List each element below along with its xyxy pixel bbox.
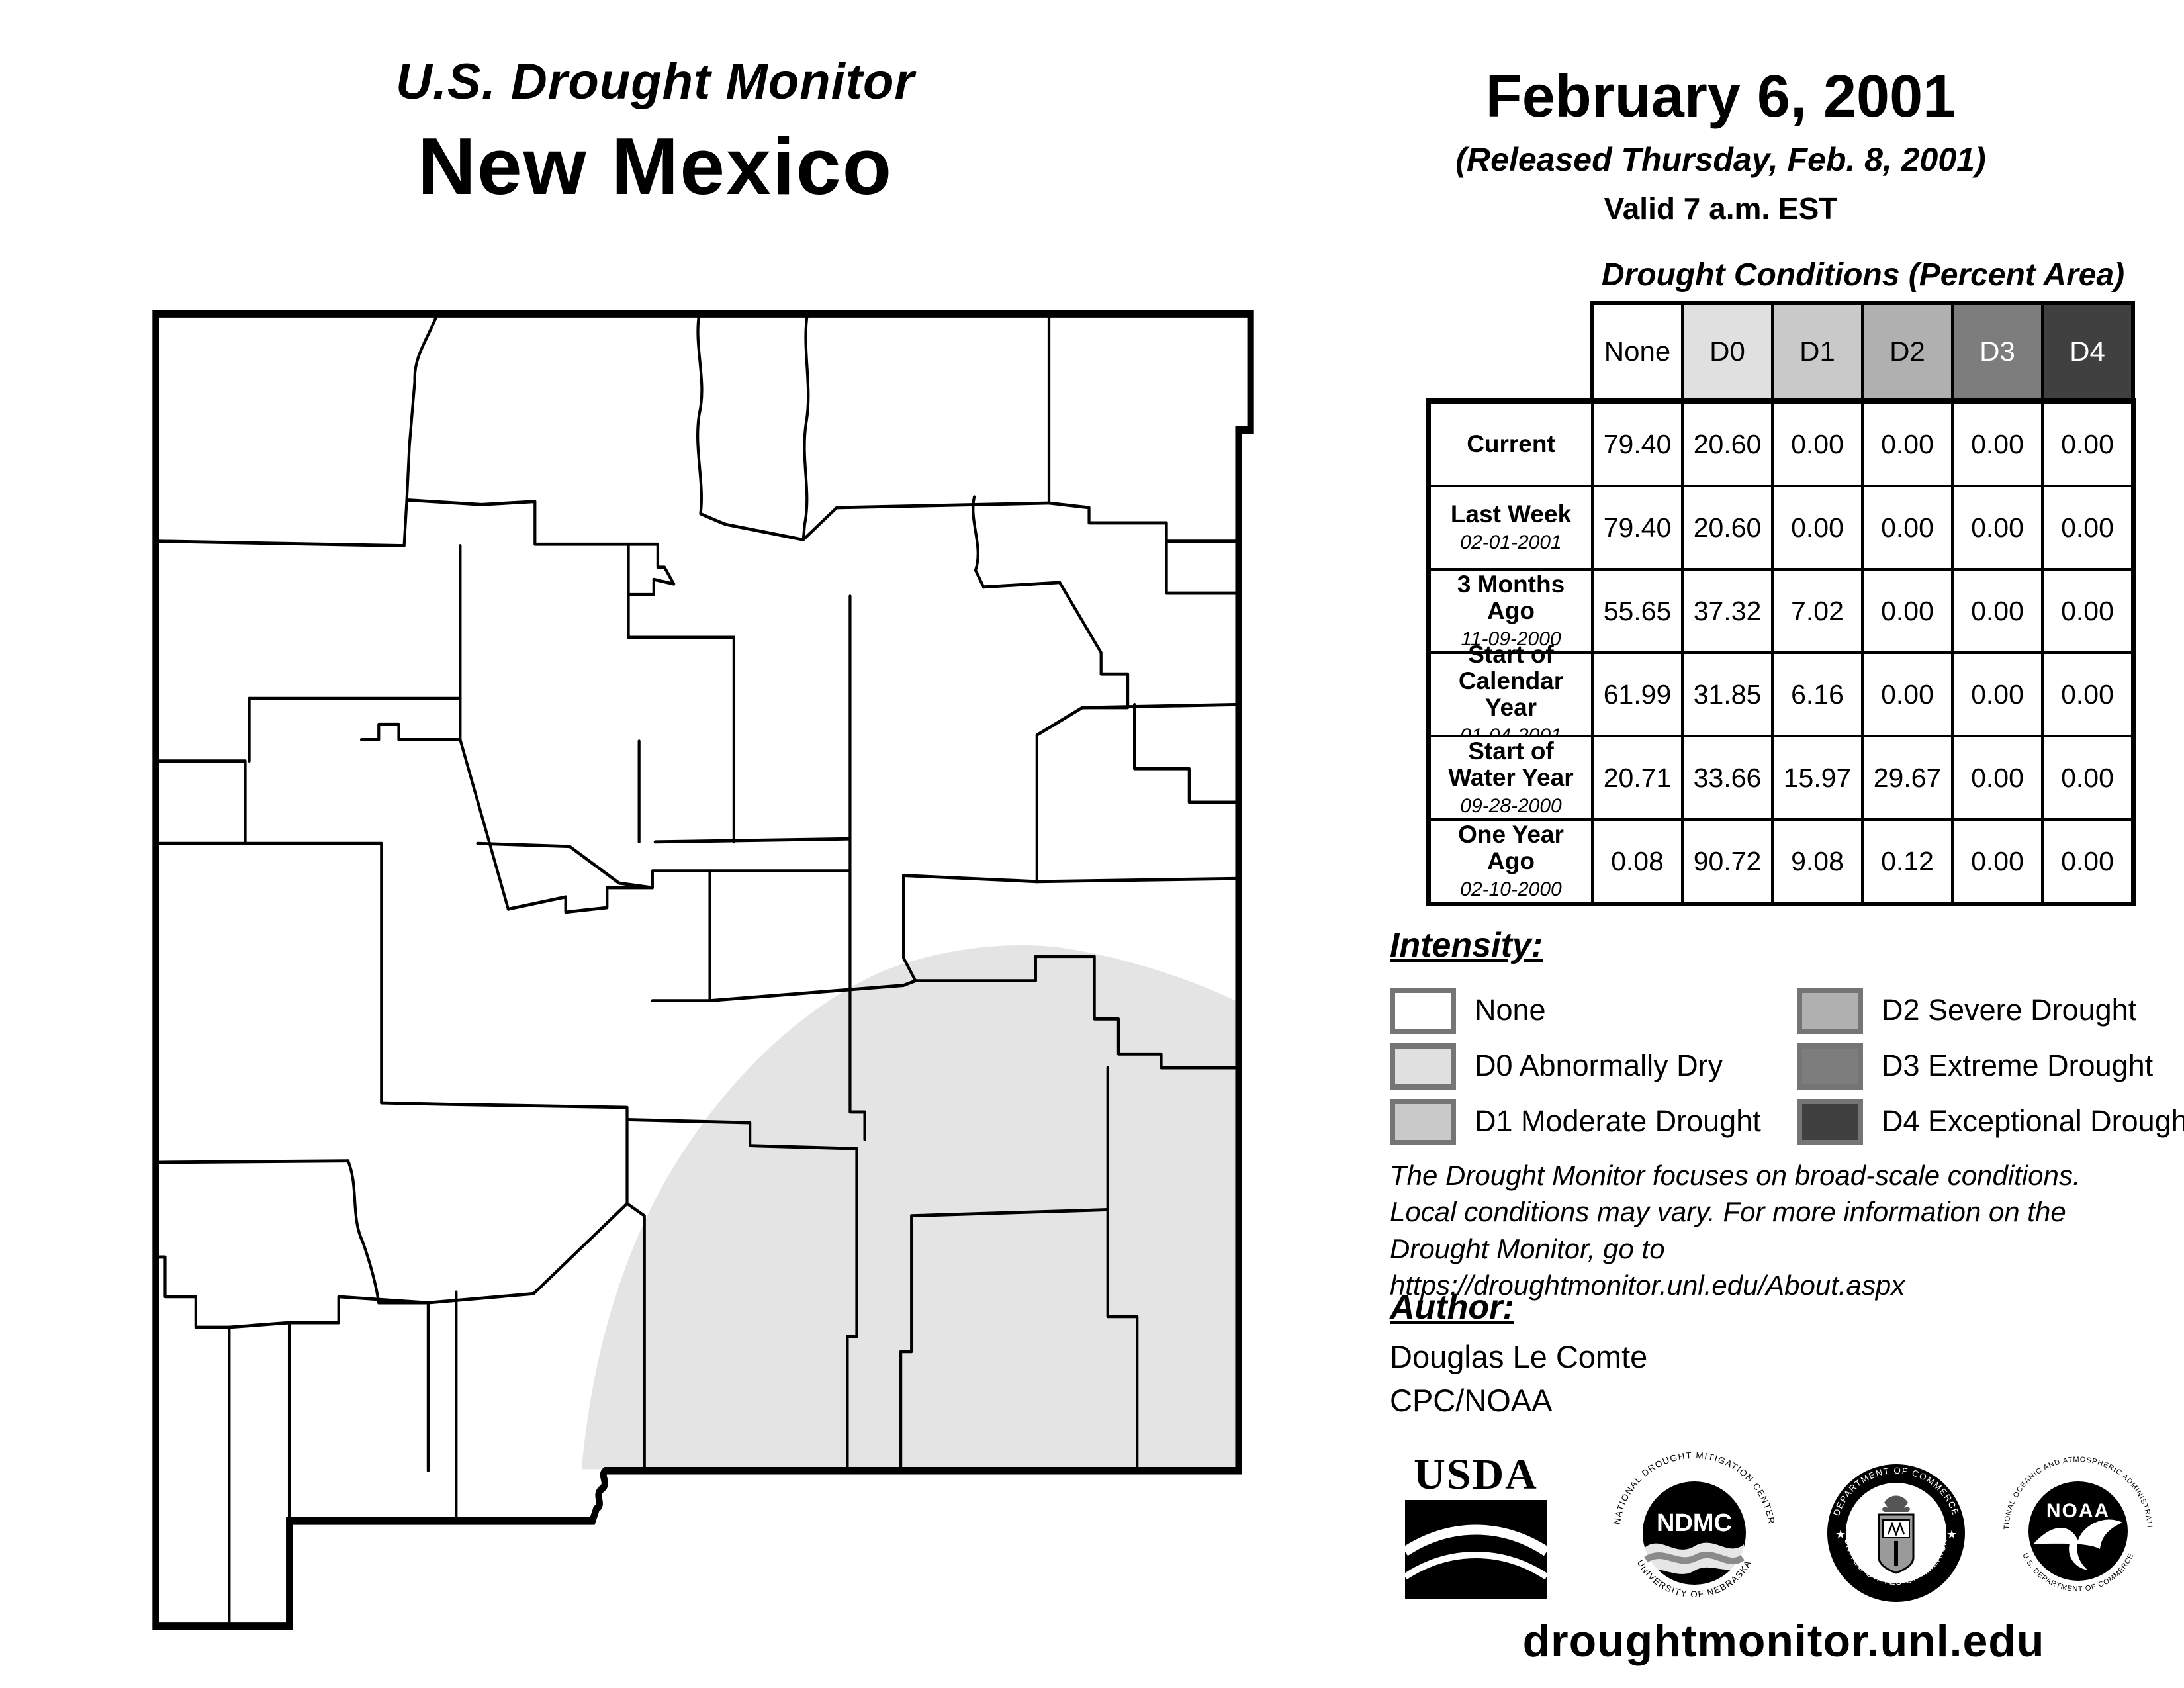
table-cell: 0.00 xyxy=(2044,654,2131,735)
author-name: Douglas Le Comte xyxy=(1390,1339,1648,1374)
row-label: One Year Ago 02-10-2000 xyxy=(1431,821,1591,902)
disclaimer-text: The Drought Monitor focuses on broad-sca… xyxy=(1390,1157,2184,1304)
legend-label: None xyxy=(1475,993,1546,1027)
author-org: CPC/NOAA xyxy=(1390,1383,1553,1418)
table-cell: 33.66 xyxy=(1684,737,1771,818)
ndmc-logo: NATIONAL DROUGHT MITIGATION CENTER UNIVE… xyxy=(1612,1450,1776,1599)
legend-swatch xyxy=(1797,1099,1863,1145)
table-cell: 79.40 xyxy=(1594,487,1681,568)
legend-swatch xyxy=(1797,1043,1863,1090)
table-header-row: None D0 D1 D2 D3 D4 xyxy=(1590,301,2135,398)
disclaimer-line: The Drought Monitor focuses on broad-sca… xyxy=(1390,1160,2081,1191)
table-cell: 0.00 xyxy=(1954,737,2041,818)
table-cell: 0.00 xyxy=(1954,487,2041,568)
table-cell: 20.71 xyxy=(1594,737,1681,818)
state-name: New Mexico xyxy=(417,121,893,211)
table-cell: 0.00 xyxy=(2044,487,2131,568)
table-cell: 61.99 xyxy=(1594,654,1681,735)
legend-swatch xyxy=(1390,1099,1456,1145)
table-cell: 0.00 xyxy=(2044,404,2131,485)
row-label: Current xyxy=(1431,404,1591,485)
table-cell: 0.00 xyxy=(1864,487,1951,568)
table-body: Current 79.40 20.60 0.00 0.00 0.00 0.00 Last We… xyxy=(1426,398,2136,906)
date-block: February 6, 2001 (Released Thursday, Feb… xyxy=(1330,63,2111,226)
legend-label: D4 Exceptional Drought xyxy=(1882,1104,2184,1138)
table-cell: 0.00 xyxy=(1864,654,1951,735)
legend-label: D0 Abnormally Dry xyxy=(1475,1049,1723,1082)
footer-url[interactable]: droughtmonitor.unl.edu xyxy=(1522,1616,2045,1666)
table-cell: 31.85 xyxy=(1684,654,1771,735)
release-date: (Released Thursday, Feb. 8, 2001) xyxy=(1455,141,1986,178)
table-cell: 0.00 xyxy=(1774,404,1861,485)
legend-swatch xyxy=(1390,988,1456,1034)
intensity-heading: Intensity: xyxy=(1390,926,1543,964)
legend-label: D1 Moderate Drought xyxy=(1475,1104,1761,1138)
disclaimer-line: Local conditions may vary. For more info… xyxy=(1390,1196,2066,1228)
new-mexico-map xyxy=(152,310,1254,1630)
table-cell: 0.12 xyxy=(1864,821,1951,902)
table-cell: 20.60 xyxy=(1684,487,1771,568)
column-header-d2: D2 xyxy=(1864,305,1951,398)
state-outline xyxy=(152,310,1254,1630)
table-cell: 6.16 xyxy=(1774,654,1861,735)
column-header-d1: D1 xyxy=(1774,305,1861,398)
svg-text:★: ★ xyxy=(1946,1528,1957,1541)
usda-wordmark: USDA xyxy=(1414,1450,1538,1499)
table-cell: 0.00 xyxy=(1954,821,2041,902)
legend-label: D3 Extreme Drought xyxy=(1882,1049,2154,1082)
column-header-none: None xyxy=(1594,305,1681,398)
disclaimer-line: Drought Monitor, go to https://droughtmo… xyxy=(1390,1233,1905,1301)
table-cell: 79.40 xyxy=(1594,404,1681,485)
d0-drought-region xyxy=(581,945,1239,1470)
table-cell: 0.00 xyxy=(1954,404,2041,485)
legend-label: D2 Severe Drought xyxy=(1882,993,2137,1027)
table-cell: 55.65 xyxy=(1594,571,1681,651)
table-cell: 20.60 xyxy=(1684,404,1771,485)
table-cell: 0.00 xyxy=(1954,571,2041,651)
svg-text:NDMC: NDMC xyxy=(1657,1509,1732,1537)
row-label: Last Week 02-01-2001 xyxy=(1431,487,1591,568)
county-borders xyxy=(154,312,1240,1628)
table-cell: 37.32 xyxy=(1684,571,1771,651)
svg-text:NOAA: NOAA xyxy=(2046,1500,2110,1522)
report-date: February 6, 2001 xyxy=(1485,64,1956,130)
table-cell: 15.97 xyxy=(1774,737,1861,818)
column-header-d0: D0 xyxy=(1684,305,1771,398)
table-cell: 29.67 xyxy=(1864,737,1951,818)
table-cell: 0.00 xyxy=(2044,821,2131,902)
table-cell: 9.08 xyxy=(1774,821,1861,902)
valid-time: Valid 7 a.m. EST xyxy=(1604,191,1838,226)
usda-swoosh-icon xyxy=(1402,1500,1550,1599)
table-cell: 0.00 xyxy=(2044,737,2131,818)
table-cell: 0.00 xyxy=(2044,571,2131,651)
table-cell: 0.00 xyxy=(1864,571,1951,651)
usda-logo: USDA xyxy=(1400,1450,1552,1603)
table-cell: 7.02 xyxy=(1774,571,1861,651)
legend-swatch xyxy=(1390,1043,1456,1090)
table-caption: Drought Conditions (Percent Area) xyxy=(1601,258,2125,293)
row-label: 3 Months Ago 11-09-2000 xyxy=(1431,571,1591,651)
table-cell: 0.00 xyxy=(1774,487,1861,568)
row-label: Start of Calendar Year 01-04-2001 xyxy=(1431,641,1591,747)
table-cell: 0.08 xyxy=(1594,821,1681,902)
column-header-d3: D3 xyxy=(1954,305,2041,398)
author-heading: Author: xyxy=(1390,1288,1514,1327)
legend-swatch xyxy=(1797,988,1863,1034)
row-label: Start of Water Year 09-28-2000 xyxy=(1431,737,1591,818)
column-header-d4: D4 xyxy=(2044,305,2131,398)
noaa-logo: NATIONAL OCEANIC AND ATMOSPHERIC ADMINIS… xyxy=(1995,1444,2153,1593)
svg-text:★: ★ xyxy=(1835,1528,1846,1541)
report-title: U.S. Drought Monitor xyxy=(395,54,915,110)
table-cell: 0.00 xyxy=(1864,404,1951,485)
table-cell: 90.72 xyxy=(1684,821,1771,902)
title-block: U.S. Drought Monitor New Mexico xyxy=(152,53,1158,212)
table-cell: 0.00 xyxy=(1954,654,2041,735)
department-of-commerce-seal: DEPARTMENT OF COMMERCE UNITED STATES OF … xyxy=(1827,1464,1965,1602)
